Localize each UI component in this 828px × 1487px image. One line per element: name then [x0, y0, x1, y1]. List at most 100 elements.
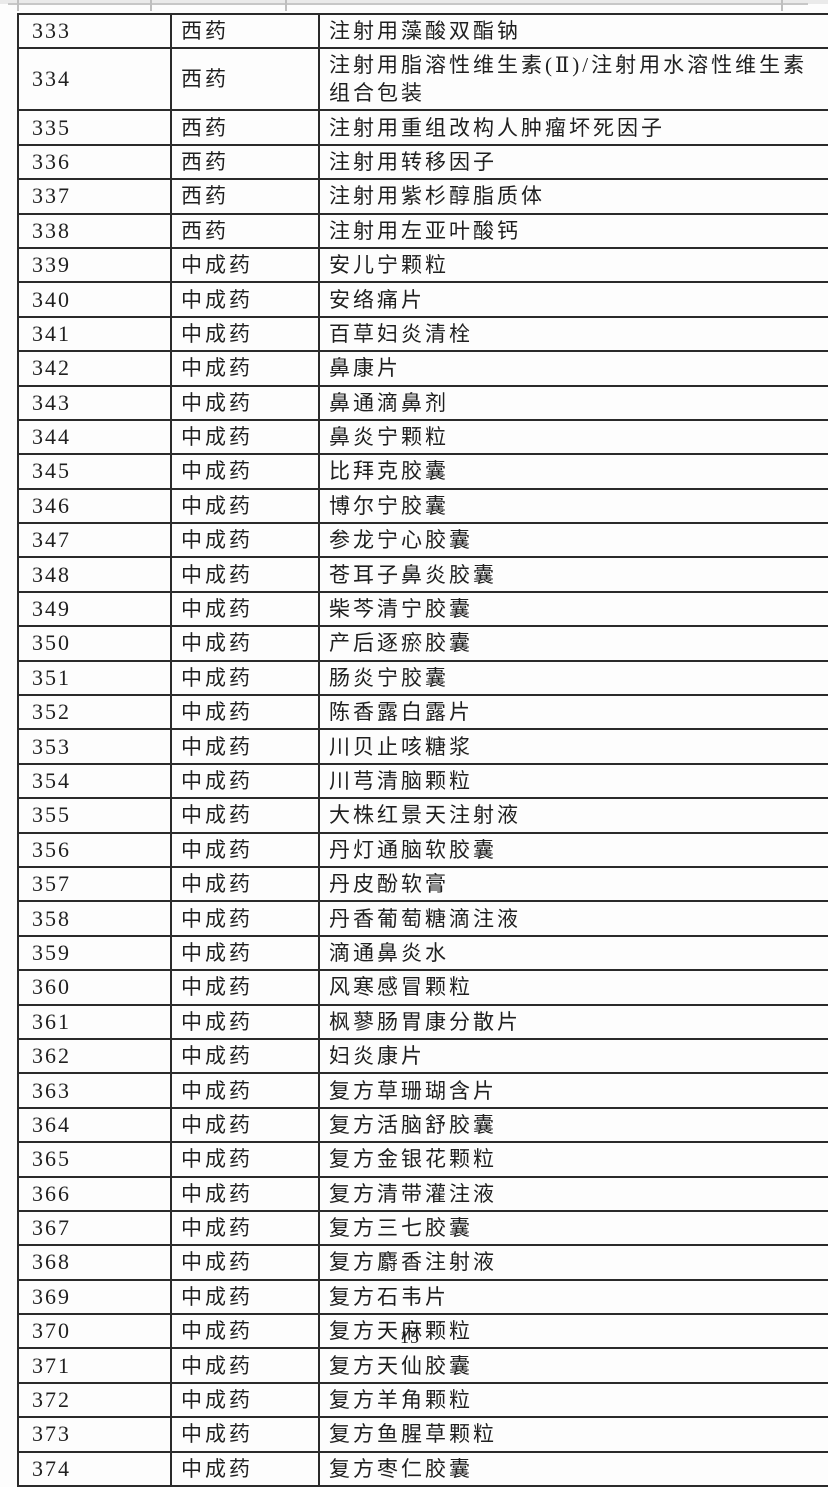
row-drug-name: 川芎清脑颗粒	[318, 762, 828, 800]
table-row: 357 中成药 丹皮酚软膏	[17, 865, 828, 903]
row-drug-name: 复方金银花颗粒	[318, 1141, 828, 1178]
row-number: 338	[17, 212, 172, 249]
row-drug-name: 风寒感冒颗粒	[318, 969, 828, 1006]
row-category: 中成药	[170, 865, 320, 903]
row-number: 341	[17, 315, 172, 353]
row-number: 340	[17, 281, 172, 318]
row-category: 中成药	[170, 522, 320, 559]
row-drug-name: 陈香露白露片	[318, 694, 828, 731]
row-drug-name: 苍耳子鼻炎胶囊	[318, 556, 828, 593]
row-drug-name: 复方枣仁胶囊	[318, 1450, 828, 1487]
table-row: 339 中成药 安儿宁颗粒	[17, 246, 828, 284]
row-number: 362	[17, 1037, 172, 1075]
row-category: 中成药	[170, 1037, 320, 1075]
row-category: 中成药	[170, 1209, 320, 1247]
page-top-remnant-line	[8, 3, 808, 5]
row-number: 345	[17, 453, 172, 490]
table-row: 337 西药 注射用紫杉醇脂质体	[17, 178, 828, 215]
row-category: 中成药	[170, 934, 320, 972]
table-row: 358 中成药 丹香葡萄糖滴注液	[17, 900, 828, 937]
row-number: 354	[17, 762, 172, 800]
page-number: 15	[400, 1327, 420, 1347]
row-number: 343	[17, 384, 172, 421]
table-row: 363 中成药 复方草珊瑚含片	[17, 1072, 828, 1109]
table-row: 369 中成药 复方石韦片	[17, 1278, 828, 1316]
row-category: 中成药	[170, 900, 320, 937]
row-drug-name: 大株红景天注射液	[318, 797, 828, 834]
row-drug-name: 复方羊角颗粒	[318, 1381, 828, 1419]
row-drug-name: 复方麝香注射液	[318, 1244, 828, 1281]
drug-table-body: 333 西药 注射用藻酸双酯钠 334 西药 注射用脂溶性维生素(Ⅱ)/注射用水溶性维生素…	[17, 12, 828, 1487]
row-drug-name: 注射用藻酸双酯钠	[318, 12, 828, 50]
row-number: 366	[17, 1175, 172, 1212]
table-row: 333 西药 注射用藻酸双酯钠	[17, 12, 828, 50]
table-row: 374 中成药 复方枣仁胶囊	[17, 1450, 828, 1487]
row-category: 西药	[170, 109, 320, 146]
row-drug-name: 注射用重组改构人肿瘤坏死因子	[318, 109, 828, 146]
table-row: 371 中成药 复方天仙胶囊	[17, 1347, 828, 1384]
row-number: 356	[17, 831, 172, 868]
row-category: 中成药	[170, 1416, 320, 1453]
row-number: 355	[17, 797, 172, 834]
row-number: 351	[17, 659, 172, 697]
row-drug-name: 枫蓼肠胃康分散片	[318, 1003, 828, 1040]
table-row: 352 中成药 陈香露白露片	[17, 694, 828, 731]
row-drug-name: 复方天仙胶囊	[318, 1347, 828, 1384]
row-category: 中成药	[170, 1175, 320, 1212]
table-row: 336 西药 注射用转移因子	[17, 143, 828, 181]
table-row: 356 中成药 丹灯通脑软胶囊	[17, 831, 828, 868]
row-category: 中成药	[170, 625, 320, 662]
row-category: 中成药	[170, 1106, 320, 1144]
row-drug-name: 产后逐瘀胶囊	[318, 625, 828, 662]
row-number: 344	[17, 418, 172, 456]
row-number: 339	[17, 246, 172, 284]
table-row: 349 中成药 柴芩清宁胶囊	[17, 590, 828, 628]
row-number: 333	[17, 12, 172, 50]
row-number: 347	[17, 522, 172, 559]
row-drug-name: 滴通鼻炎水	[318, 934, 828, 972]
table-row: 335 西药 注射用重组改构人肿瘤坏死因子	[17, 109, 828, 146]
row-category: 中成药	[170, 418, 320, 456]
row-number: 365	[17, 1141, 172, 1178]
table-row: 353 中成药 川贝止咳糖浆	[17, 728, 828, 765]
table-row: 359 中成药 滴通鼻炎水	[17, 934, 828, 972]
table-row: 345 中成药 比拜克胶囊	[17, 453, 828, 490]
table-row: 373 中成药 复方鱼腥草颗粒	[17, 1416, 828, 1453]
row-drug-name: 鼻康片	[318, 350, 828, 387]
drug-list-page: 333 西药 注射用藻酸双酯钠 334 西药 注射用脂溶性维生素(Ⅱ)/注射用水溶性维生素…	[17, 12, 828, 1487]
table-row: 367 中成药 复方三七胶囊	[17, 1209, 828, 1247]
row-drug-name: 复方石韦片	[318, 1278, 828, 1316]
page-top-remnant-band	[0, 0, 828, 4]
page-top-remnant-tick	[285, 0, 287, 11]
row-number: 358	[17, 900, 172, 937]
row-category: 中成药	[170, 556, 320, 593]
row-drug-name: 安儿宁颗粒	[318, 246, 828, 284]
row-category: 中成药	[170, 1381, 320, 1419]
row-category: 中成药	[170, 659, 320, 697]
table-row: 365 中成药 复方金银花颗粒	[17, 1141, 828, 1178]
row-number: 335	[17, 109, 172, 146]
row-drug-name: 肠炎宁胶囊	[318, 659, 828, 697]
row-category: 中成药	[170, 694, 320, 731]
row-drug-name: 鼻通滴鼻剂	[318, 384, 828, 421]
table-row: 338 西药 注射用左亚叶酸钙	[17, 212, 828, 249]
table-row: 368 中成药 复方麝香注射液	[17, 1244, 828, 1281]
table-row: 342 中成药 鼻康片	[17, 350, 828, 387]
table-row: 370 中成药 复方天麻颗粒	[17, 1313, 828, 1350]
row-number: 360	[17, 969, 172, 1006]
row-category: 中成药	[170, 1450, 320, 1487]
row-drug-name: 注射用脂溶性维生素(Ⅱ)/注射用水溶性维生素组合包装	[318, 47, 828, 112]
row-category: 中成药	[170, 1141, 320, 1178]
row-drug-name: 比拜克胶囊	[318, 453, 828, 490]
row-number: 368	[17, 1244, 172, 1281]
row-drug-name: 复方鱼腥草颗粒	[318, 1416, 828, 1453]
row-drug-name: 复方活脑舒胶囊	[318, 1106, 828, 1144]
table-row: 344 中成药 鼻炎宁颗粒	[17, 418, 828, 456]
row-number: 357	[17, 865, 172, 903]
row-category: 西药	[170, 143, 320, 181]
row-category: 中成药	[170, 453, 320, 490]
drug-table: 333 西药 注射用藻酸双酯钠 334 西药 注射用脂溶性维生素(Ⅱ)/注射用水溶性维生素…	[17, 12, 828, 1487]
row-category: 中成药	[170, 797, 320, 834]
row-category: 西药	[170, 178, 320, 215]
table-row: 362 中成药 妇炎康片	[17, 1037, 828, 1075]
